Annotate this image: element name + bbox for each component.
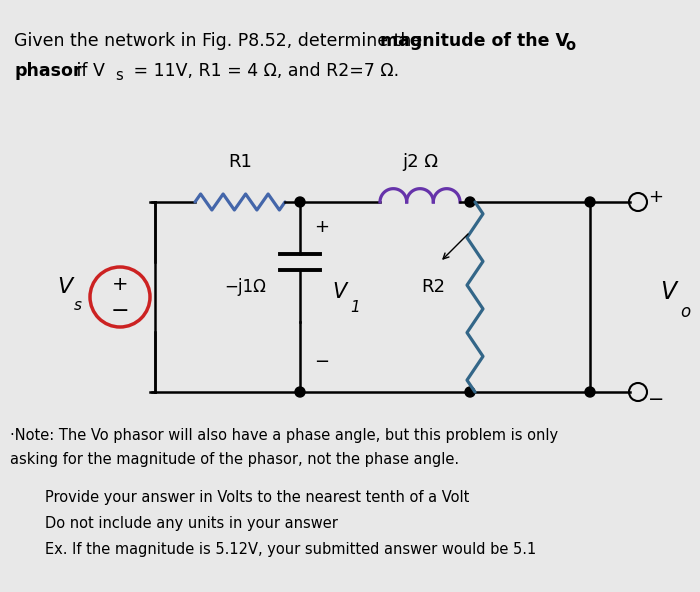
- Text: R2: R2: [421, 278, 445, 296]
- Text: asking for the magnitude of the phasor, not the phase angle.: asking for the magnitude of the phasor, …: [10, 452, 459, 467]
- Text: s: s: [115, 68, 122, 83]
- Text: Ex. If the magnitude is 5.12V, your submitted answer would be 5.1: Ex. If the magnitude is 5.12V, your subm…: [45, 542, 536, 557]
- Text: ·Note: The Vo phasor will also have a phase angle, but this problem is only: ·Note: The Vo phasor will also have a ph…: [10, 428, 558, 443]
- Text: V: V: [57, 277, 73, 297]
- Text: phasor: phasor: [14, 62, 81, 80]
- Text: V: V: [660, 280, 676, 304]
- Text: j2 Ω: j2 Ω: [402, 153, 438, 171]
- Text: magnitude of the V: magnitude of the V: [380, 32, 569, 50]
- Circle shape: [585, 197, 595, 207]
- Circle shape: [585, 387, 595, 397]
- Text: −: −: [314, 353, 330, 371]
- Text: +: +: [314, 218, 330, 236]
- Circle shape: [629, 193, 647, 211]
- Text: −: −: [648, 391, 664, 410]
- Text: V: V: [333, 282, 347, 302]
- Text: Given the network in Fig. P8.52, determine the: Given the network in Fig. P8.52, determi…: [14, 32, 428, 50]
- Text: = 11V, R1 = 4 Ω, and R2=7 Ω.: = 11V, R1 = 4 Ω, and R2=7 Ω.: [128, 62, 399, 80]
- Text: 1: 1: [350, 300, 360, 314]
- Text: o: o: [680, 303, 690, 321]
- Circle shape: [295, 197, 305, 207]
- Circle shape: [465, 197, 475, 207]
- Text: if V: if V: [71, 62, 105, 80]
- Text: Provide your answer in Volts to the nearest tenth of a Volt: Provide your answer in Volts to the near…: [45, 490, 470, 505]
- Text: o: o: [565, 38, 575, 53]
- Circle shape: [465, 387, 475, 397]
- Text: −: −: [111, 301, 130, 321]
- Circle shape: [295, 387, 305, 397]
- Text: R1: R1: [228, 153, 252, 171]
- Text: +: +: [648, 188, 664, 206]
- Circle shape: [629, 383, 647, 401]
- Text: s: s: [74, 298, 82, 313]
- Text: Do not include any units in your answer: Do not include any units in your answer: [45, 516, 338, 531]
- Text: −j1Ω: −j1Ω: [224, 278, 266, 296]
- Text: +: +: [112, 275, 128, 294]
